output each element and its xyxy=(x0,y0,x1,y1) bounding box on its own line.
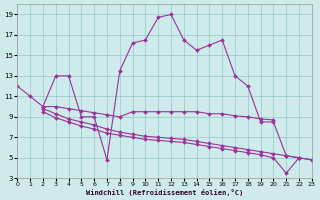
X-axis label: Windchill (Refroidissement éolien,°C): Windchill (Refroidissement éolien,°C) xyxy=(86,189,243,196)
